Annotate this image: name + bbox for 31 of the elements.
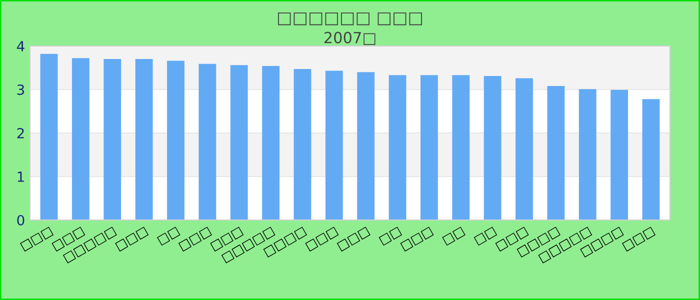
y-tick-label: 1: [18, 172, 24, 182]
bar: [516, 78, 533, 220]
y-tick-label: 4: [16, 41, 24, 52]
x-tick-label: □□: [442, 226, 466, 246]
bar: [642, 99, 660, 220]
bar: [104, 59, 122, 220]
bar: [388, 75, 406, 220]
bar: [167, 60, 184, 220]
x-tick-label: □□: [378, 226, 402, 246]
bar: [72, 58, 90, 220]
bar: [610, 90, 628, 220]
y-tick-label: 3: [17, 84, 24, 95]
bar: [484, 76, 502, 220]
bar: [357, 72, 375, 220]
y-tick-label: 0: [17, 214, 24, 226]
bar: [547, 86, 565, 220]
chart-subtitle: 2007□: [324, 32, 376, 45]
y-tick-label: 2: [17, 128, 24, 138]
bar: [578, 89, 596, 220]
bar: [198, 64, 216, 220]
x-tick-label: □□: [157, 226, 180, 246]
bar: [294, 69, 312, 220]
bar: [262, 66, 280, 220]
chart-title: □□□□□□ □□□: [278, 12, 422, 26]
bar: [40, 54, 58, 220]
bar: [420, 75, 438, 220]
bar: [230, 65, 248, 220]
bar: [135, 59, 153, 220]
bar: [452, 75, 470, 220]
x-tick-label: □□: [474, 226, 498, 246]
bar: [325, 70, 343, 220]
